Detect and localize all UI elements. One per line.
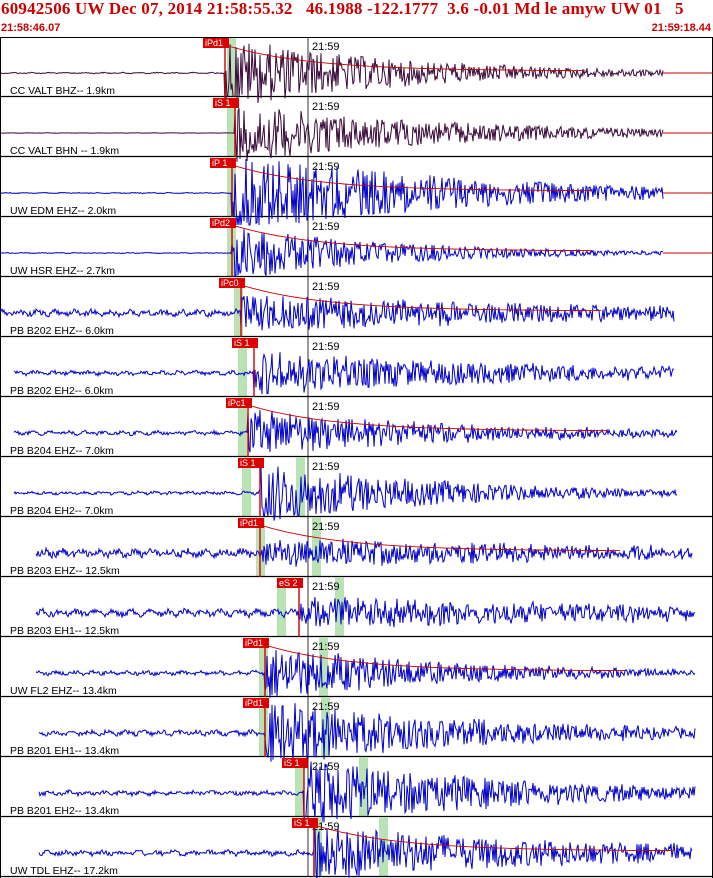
phase-pick-label: iPd1	[245, 698, 263, 708]
station-label: CC VALT BHZ-- 1.9km	[10, 85, 115, 97]
waveform-trace[interactable]	[36, 650, 695, 698]
minute-tick-label: 21:59	[312, 521, 340, 533]
station-label: PB B203 EH1-- 12.5km	[10, 625, 119, 637]
station-label: UW TDL EHZ-- 17.2km	[10, 865, 118, 877]
phase-pick-label: iS 1	[284, 758, 300, 768]
minute-tick-label: 21:59	[312, 401, 340, 413]
phase-pick-label: iPd2	[212, 218, 230, 228]
waveform-trace[interactable]	[36, 597, 695, 627]
waveform-trace[interactable]	[39, 703, 695, 762]
station-label: PB B204 EHZ-- 7.0km	[10, 445, 114, 457]
phase-pick-label: iPd1	[245, 638, 263, 648]
coda-fit-curve	[232, 165, 592, 191]
minute-tick-label: 21:59	[312, 41, 340, 53]
window-start-time: 21:58:46.07	[1, 22, 60, 34]
minute-tick-label: 21:59	[312, 461, 340, 473]
event-header: 60942506 UW Dec 07, 2014 21:58:55.32 46.…	[0, 0, 713, 36]
station-label: CC VALT BHN -- 1.9km	[10, 145, 119, 157]
coda-fit-curve	[232, 225, 592, 251]
waveform-trace[interactable]	[14, 466, 677, 521]
phase-pick-label: iPc1	[228, 398, 246, 408]
phase-pick-label: iS 1	[294, 818, 310, 828]
station-label: PB B202 EHZ-- 6.0km	[10, 325, 114, 337]
waveform-trace[interactable]	[39, 827, 692, 878]
minute-tick-label: 21:59	[312, 641, 340, 653]
phase-pick-label: iS 1	[240, 458, 256, 468]
minute-tick-label: 21:59	[312, 341, 340, 353]
seismogram-panel[interactable]: 21:59 iPd1 CC VALT BHZ-- 1.9km 21:59 iS 1 CC …	[0, 37, 713, 878]
station-label: PB B202 EH2-- 6.0km	[10, 385, 114, 397]
station-label: PB B203 EHZ-- 12.5km	[10, 565, 120, 577]
phase-pick-label: iPd1	[240, 518, 258, 528]
station-label: PB B201 EH2-- 13.4km	[10, 805, 119, 817]
phase-pick-label: eS 2	[279, 578, 298, 588]
phase-pick-label: iS 1	[234, 338, 250, 348]
event-title: 60942506 UW Dec 07, 2014 21:58:55.32 46.…	[1, 0, 684, 19]
phase-pick-label: iS 1	[215, 98, 231, 108]
station-label: UW FL2 EHZ-- 13.4km	[10, 685, 117, 697]
minute-tick-label: 21:59	[312, 281, 340, 293]
window-end-time: 21:59:18.44	[652, 22, 711, 34]
minute-tick-label: 21:59	[312, 581, 340, 593]
station-label: PB B201 EH1-- 13.4km	[10, 745, 119, 757]
phase-pick-label: iP 1	[212, 158, 227, 168]
minute-tick-label: 21:59	[312, 221, 340, 233]
phase-pick-label: iPc0	[221, 278, 239, 288]
station-label: UW HSR EHZ-- 2.7km	[10, 265, 115, 277]
phase-pick-label: iPd1	[205, 38, 223, 48]
station-label: PB B204 EH2-- 7.0km	[10, 505, 114, 517]
station-label: UW EDM EHZ-- 2.0km	[10, 205, 116, 217]
minute-tick-label: 21:59	[312, 101, 340, 113]
